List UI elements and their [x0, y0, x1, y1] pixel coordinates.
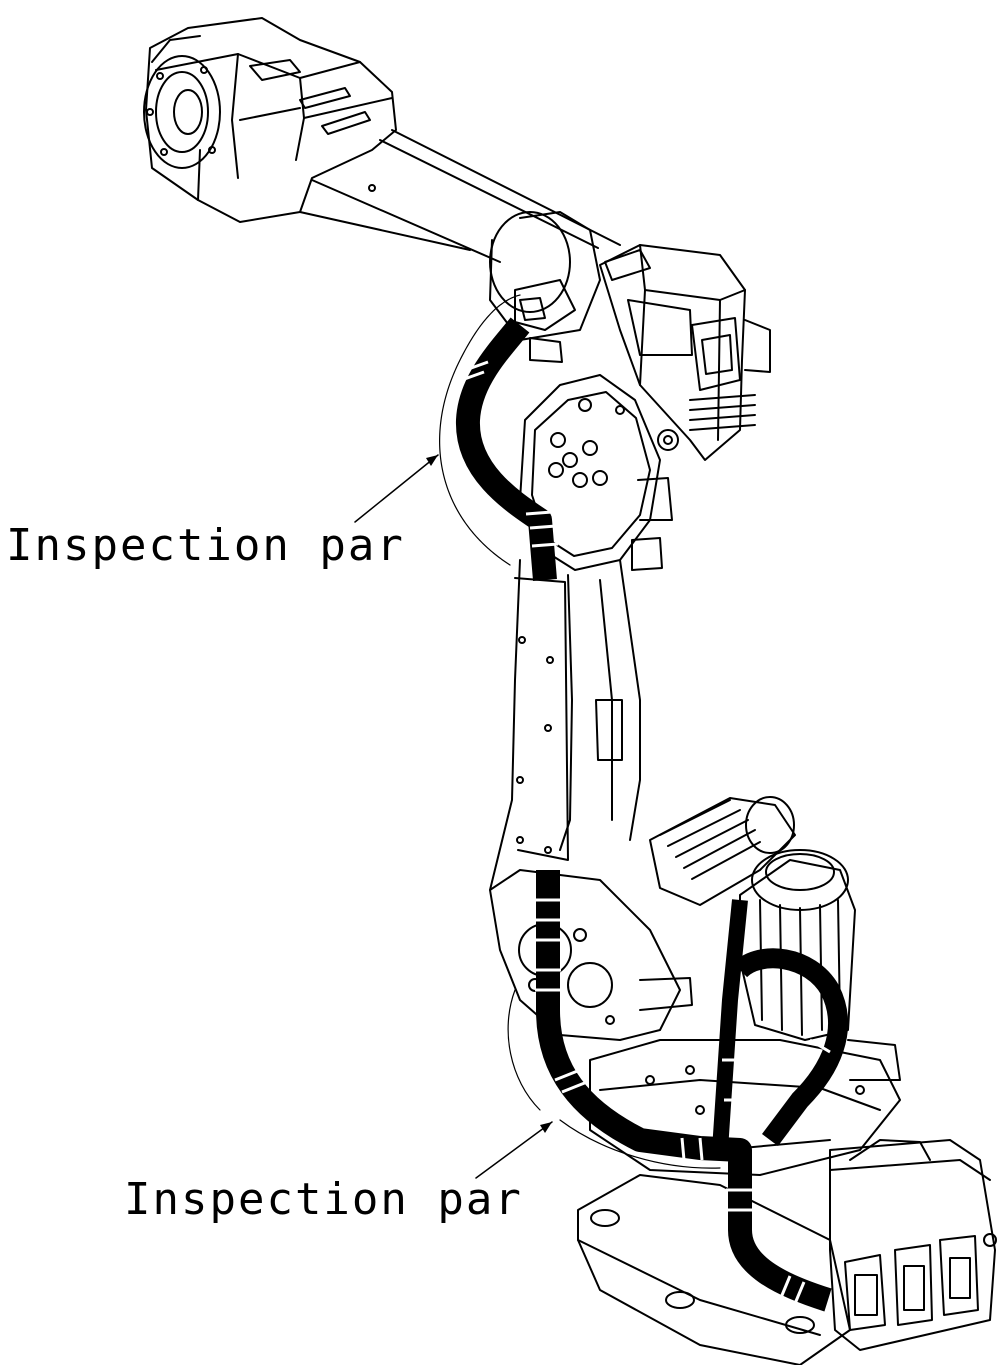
- callout-leader-lower: [475, 1121, 553, 1179]
- cable-motor-loop: [712, 899, 748, 1151]
- forearm-tube: [299, 129, 621, 263]
- inspection-area-upper: [439, 294, 521, 566]
- lower-pulley: [489, 869, 693, 1041]
- connector-box: [829, 1139, 997, 1351]
- base-plate: [577, 1174, 851, 1365]
- wrist-flange: [143, 35, 221, 169]
- callout-arrow-upper: [426, 455, 438, 466]
- callout-label-upper: Inspection par: [6, 520, 405, 571]
- callout-arrow-lower: [540, 1122, 552, 1133]
- cable-motor-j1: [732, 948, 848, 1146]
- upper-arm-link: [489, 559, 641, 891]
- cable-stripes: [455, 360, 831, 1307]
- cable-upper: [456, 317, 557, 581]
- callout-label-lower: Inspection par: [124, 1174, 523, 1225]
- wrist-housing: [145, 17, 397, 223]
- j3-motor: [599, 244, 771, 461]
- callout-leader-upper: [354, 454, 439, 523]
- inspection-area-lower: [507, 989, 721, 1169]
- j2-motor: [649, 796, 796, 906]
- cable-lower: [536, 870, 832, 1312]
- elbow-housing: [489, 211, 601, 363]
